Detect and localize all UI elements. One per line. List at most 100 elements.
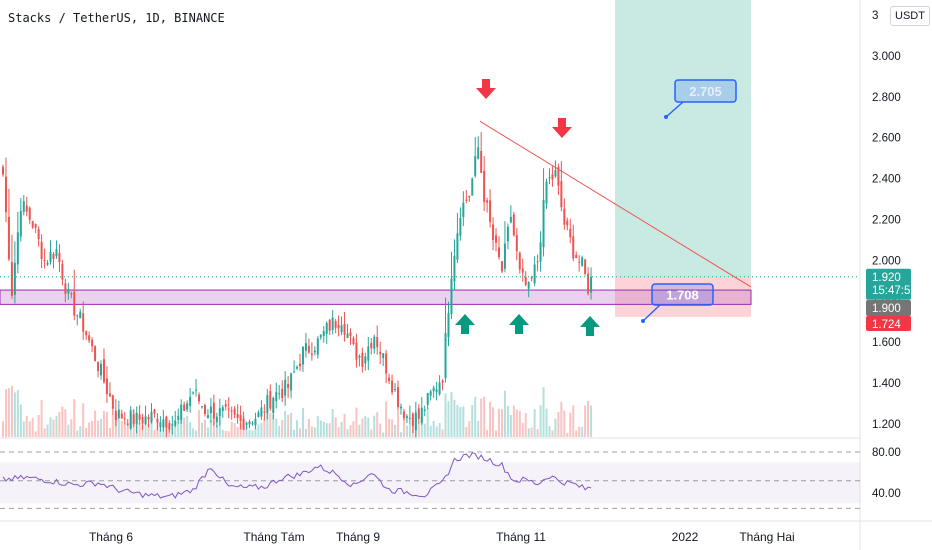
candle: [91, 337, 94, 353]
volume-bar: [358, 424, 361, 437]
support-zone[interactable]: [0, 289, 752, 305]
candle: [43, 248, 46, 269]
volume-bar: [153, 429, 156, 437]
candle: [73, 269, 76, 321]
rsi-pane: [0, 451, 860, 509]
long-position-tool[interactable]: [615, 0, 751, 317]
trendline[interactable]: [479, 120, 752, 288]
candle: [236, 404, 239, 424]
arrow-up-icon[interactable]: [509, 314, 529, 334]
resistance-trendline[interactable]: [479, 120, 752, 288]
volume-bar: [397, 408, 400, 437]
candle: [539, 231, 542, 272]
volume-bar: [76, 430, 79, 437]
arrow-up-icon[interactable]: [580, 316, 600, 336]
candle: [542, 168, 545, 257]
candle: [168, 420, 171, 433]
volume-bar: [61, 406, 64, 437]
zone-price-tag-text: 1.900: [872, 303, 901, 315]
volume-bar: [79, 426, 82, 437]
current-price-tag-text: 15:47:57: [872, 285, 917, 297]
candle: [269, 384, 272, 412]
candle: [497, 236, 500, 260]
candle: [200, 405, 203, 409]
volume-bar: [126, 425, 129, 437]
volume-bar: [402, 411, 405, 437]
candle: [438, 375, 441, 396]
candle: [518, 251, 521, 274]
candle: [195, 378, 198, 397]
arrow-down-icon[interactable]: [476, 79, 496, 99]
candle: [287, 376, 290, 398]
candle: [209, 398, 212, 423]
volume-bar: [4, 389, 7, 437]
volume-bar: [453, 399, 456, 437]
volume-bar: [49, 417, 52, 437]
candle: [364, 352, 367, 371]
target-callout-label: 2.705: [689, 84, 722, 99]
candle: [31, 220, 34, 229]
volume-bar: [376, 412, 379, 437]
volume-bar: [94, 410, 97, 437]
candle: [245, 421, 248, 430]
volume-bar: [46, 424, 49, 437]
candle: [132, 409, 135, 428]
candle: [67, 282, 70, 300]
volume-bar: [206, 427, 209, 437]
volume-bar: [319, 420, 322, 437]
candle: [105, 366, 108, 403]
time-axis[interactable]: Tháng 6 Tháng Tám Tháng 9 Tháng 11 2022 Tháng…: [89, 530, 795, 544]
volume-bar: [316, 416, 319, 437]
volume-bar: [373, 415, 376, 437]
volume-bar: [177, 422, 180, 437]
rsi-axis[interactable]: 80.00 40.00: [872, 447, 901, 500]
volume-bar: [209, 420, 212, 437]
candle: [85, 330, 88, 340]
volume-bar: [518, 410, 521, 437]
volume-bar: [429, 425, 432, 437]
volume-bar: [438, 423, 441, 437]
arrow-down-icon[interactable]: [552, 118, 572, 138]
callout-annotations[interactable]: 2.705 1.708: [641, 79, 737, 323]
candle: [569, 218, 572, 244]
volume-bar: [195, 430, 198, 437]
time-tick-label: 2022: [672, 530, 699, 544]
volume-bar: [183, 417, 186, 437]
arrow-up-icon[interactable]: [455, 314, 475, 334]
volume-bar: [313, 427, 316, 437]
volume-bar: [230, 421, 233, 437]
target-callout[interactable]: 2.705: [664, 79, 737, 119]
candle: [432, 385, 435, 398]
volume-bar: [58, 411, 61, 437]
time-tick-label: Tháng 11: [496, 530, 546, 544]
candle: [227, 397, 230, 419]
candle: [328, 318, 331, 336]
candle: [587, 267, 590, 296]
candle: [260, 400, 263, 420]
candle: [376, 325, 379, 355]
rsi-line: [2, 452, 592, 499]
candle: [58, 244, 61, 273]
volume-bar: [423, 423, 426, 437]
candle: [117, 400, 120, 419]
candle: [218, 398, 221, 426]
candle: [129, 406, 132, 430]
volume-bar: [198, 410, 201, 437]
candle: [399, 403, 402, 415]
candle: [465, 190, 468, 204]
candle: [94, 345, 97, 362]
volume-bar: [310, 426, 313, 437]
candle: [462, 191, 465, 226]
candle: [414, 401, 417, 438]
support-zone-rect[interactable]: [0, 289, 752, 305]
stop-callout[interactable]: 1.708: [641, 283, 714, 323]
volume-bar: [533, 409, 536, 437]
volume-bar: [474, 396, 477, 437]
candle: [198, 392, 201, 405]
candle: [358, 354, 361, 367]
volume-bar: [43, 428, 46, 437]
arrow-annotations[interactable]: [455, 79, 600, 336]
target-area[interactable]: [615, 0, 751, 277]
currency-button[interactable]: USDT: [890, 6, 930, 26]
